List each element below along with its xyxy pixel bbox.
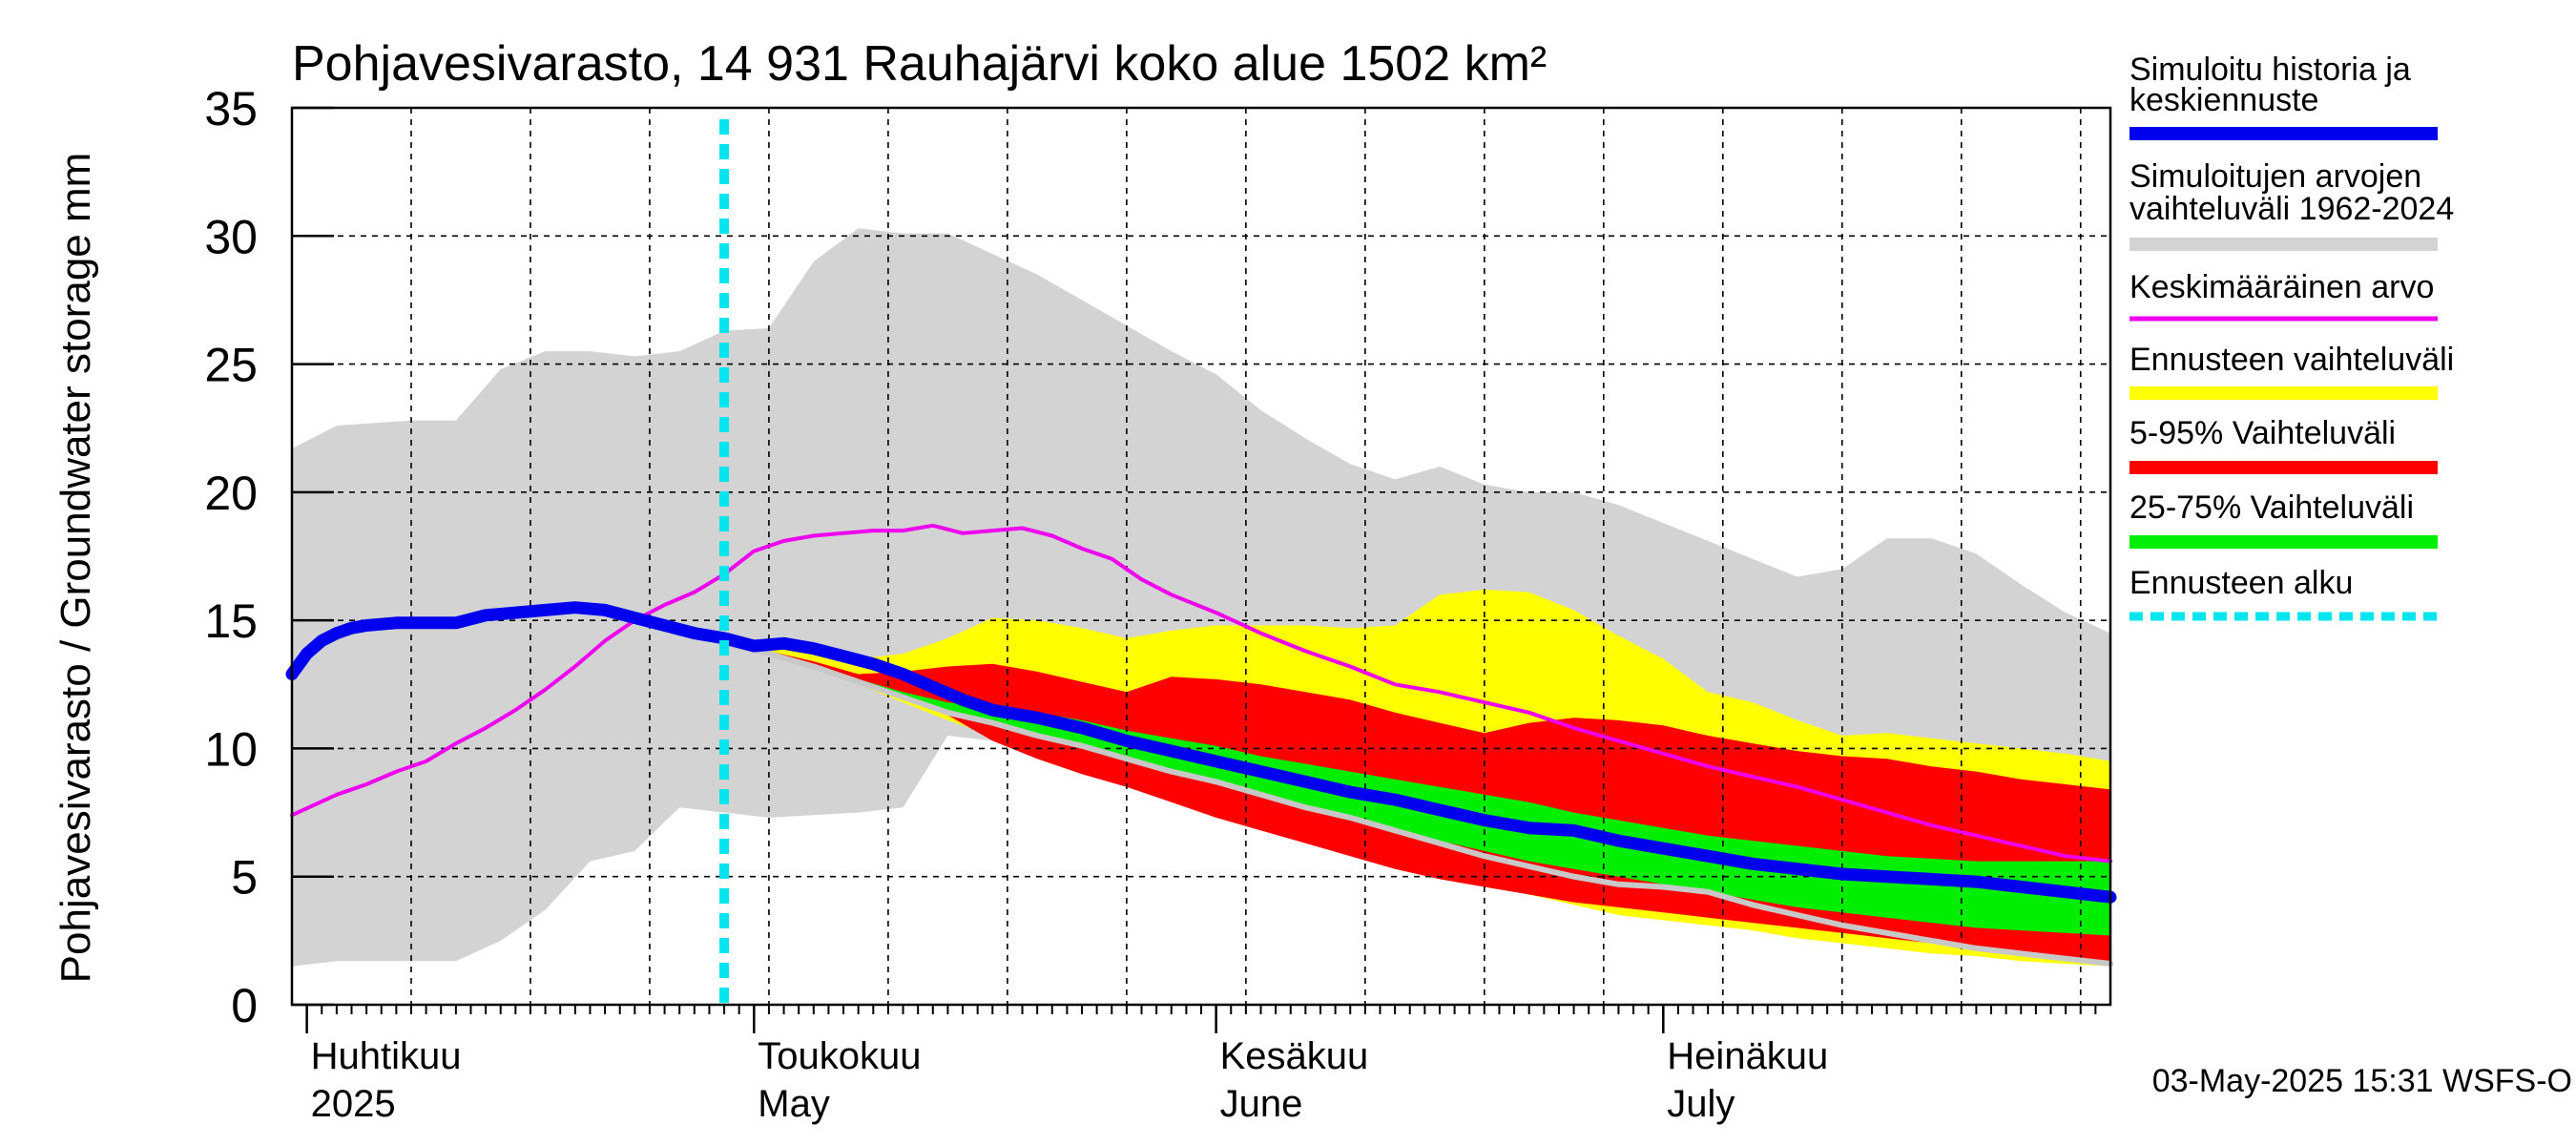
legend-label: Simuloitu historia ja xyxy=(2129,52,2411,88)
legend-label: vaihteluväli 1962-2024 xyxy=(2129,191,2454,227)
month-label-en: May xyxy=(758,1083,830,1125)
legend-label: 25-75% Vaihteluväli xyxy=(2129,489,2414,526)
month-label-en: July xyxy=(1667,1083,1735,1125)
mean-value-line xyxy=(290,523,2112,864)
y-tick-label: 10 xyxy=(204,722,258,776)
y-tick-label: 35 xyxy=(204,82,258,135)
legend-label: Ennusteen vaihteluväli xyxy=(2129,342,2454,378)
y-tick-label: 30 xyxy=(204,210,258,263)
y-tick-label: 5 xyxy=(231,851,258,905)
month-label-en: June xyxy=(1220,1083,1303,1125)
month-label-en: 2025 xyxy=(311,1083,396,1125)
y-tick-label: 20 xyxy=(204,467,258,520)
month-label-fi: Toukokuu xyxy=(758,1035,921,1077)
legend-label: keskiennuste xyxy=(2129,82,2318,118)
chart-title: Pohjavesivarasto, 14 931 Rauhajärvi koko… xyxy=(292,36,1547,92)
legend-label: Ennusteen alku xyxy=(2129,565,2353,601)
month-label-fi: Huhtikuu xyxy=(311,1035,462,1077)
plot-lines xyxy=(285,119,2117,1005)
y-tick-label: 15 xyxy=(204,594,258,648)
timestamp: 03-May-2025 15:31 WSFS-O xyxy=(2152,1063,2572,1099)
history-line xyxy=(285,601,2117,904)
median-forecast-line xyxy=(721,640,2113,967)
y-tick-label: 0 xyxy=(231,979,258,1032)
axes: 05101520253035Huhtikuu2025ToukokuuMayKes… xyxy=(204,82,2112,1125)
month-label-fi: Kesäkuu xyxy=(1220,1035,1369,1077)
legend-label: Keskimääräinen arvo xyxy=(2129,269,2434,305)
month-label-fi: Heinäkuu xyxy=(1667,1035,1828,1077)
legend-label: Simuloitujen arvojen xyxy=(2129,158,2421,195)
y-axis-label: Pohjavesivarasto / Groundwater storage m… xyxy=(52,153,99,984)
y-tick-label: 25 xyxy=(204,339,258,392)
legend-label: 5-95% Vaihteluväli xyxy=(2129,415,2396,451)
